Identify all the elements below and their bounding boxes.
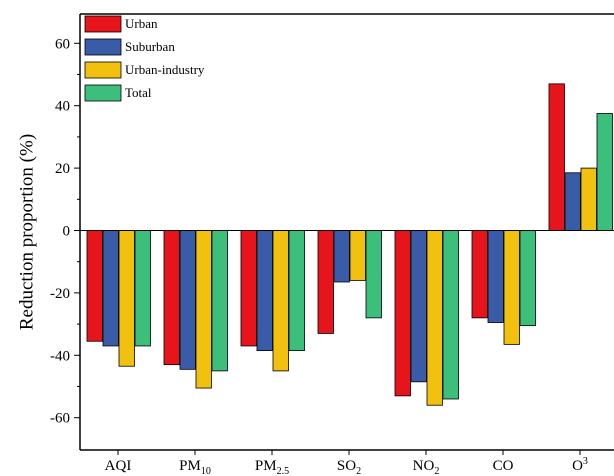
bar-urban-industry-2 xyxy=(272,230,289,372)
category-superscript: 3 xyxy=(583,456,588,467)
bar-total-3 xyxy=(365,230,382,319)
bar-urban-4 xyxy=(394,230,411,397)
legend-label: Urban-industry xyxy=(125,62,205,77)
bar-suburban-0 xyxy=(102,230,119,347)
y-tick-labels: -60 -40 -20 0 20 40 60 xyxy=(50,36,70,426)
y-tick-label: -60 xyxy=(50,411,70,427)
x-category-label-3: SO2 xyxy=(337,458,361,476)
y-tick-label: 60 xyxy=(55,36,70,52)
bar-suburban-3 xyxy=(333,230,350,283)
x-category-label-5: CO xyxy=(493,458,514,474)
bar-urban-0 xyxy=(86,230,103,342)
x-category-labels: AQI PM10 PM2.5 SO2 NO2 CO O3 xyxy=(105,456,588,476)
x-category-label-1: PM10 xyxy=(179,458,211,476)
bar-urban-5 xyxy=(471,230,488,319)
bar-urban-industry-1 xyxy=(195,230,212,389)
bar-urban-industry-4 xyxy=(426,230,443,406)
y-tick-label: 20 xyxy=(55,161,70,177)
bar-total-2 xyxy=(288,230,305,352)
bar-suburban-2 xyxy=(256,230,273,352)
bar-total-5 xyxy=(519,230,536,327)
bar-urban-1 xyxy=(163,230,180,366)
legend-swatch-suburban xyxy=(84,38,122,56)
category-base-text: O xyxy=(572,458,583,474)
x-category-label-0: AQI xyxy=(105,458,132,474)
bar-total-6 xyxy=(596,113,613,231)
bar-suburban-1 xyxy=(179,230,196,370)
legend-label: Suburban xyxy=(125,39,175,54)
legend: Urban Suburban Urban-industry Total xyxy=(84,15,205,102)
legend-swatch-total xyxy=(84,84,122,102)
y-tick-label: -40 xyxy=(50,348,70,364)
bar-urban-industry-6 xyxy=(580,167,597,231)
bar-suburban-6 xyxy=(564,172,581,231)
category-base-text: PM xyxy=(179,458,201,474)
bar-urban-industry-3 xyxy=(349,230,366,281)
bar-total-4 xyxy=(442,230,459,400)
bar-total-0 xyxy=(134,230,151,347)
category-subscript: 2 xyxy=(434,466,439,476)
y-tick-label: 0 xyxy=(63,224,71,240)
legend-swatch-urban xyxy=(84,15,122,33)
axes-group xyxy=(74,13,614,455)
bar-total-1 xyxy=(211,230,228,372)
bar-urban-6 xyxy=(548,83,565,231)
x-category-label-6: O3 xyxy=(572,456,588,474)
category-base-text: NO xyxy=(413,458,435,474)
x-category-label-4: NO2 xyxy=(413,458,440,476)
bar-suburban-5 xyxy=(487,230,504,323)
bar-urban-industry-5 xyxy=(503,230,520,345)
y-tick-label: 40 xyxy=(55,99,70,115)
category-base-text: SO xyxy=(337,458,356,474)
category-base-text: AQI xyxy=(105,458,132,474)
category-subscript: 2 xyxy=(356,466,361,476)
bar-suburban-4 xyxy=(410,230,427,383)
category-subscript: 2.5 xyxy=(277,466,290,476)
bar-urban-2 xyxy=(240,230,257,347)
bars-group xyxy=(86,83,613,406)
y-tick-label: -20 xyxy=(50,286,70,302)
category-subscript: 10 xyxy=(201,466,211,476)
category-base-text: CO xyxy=(493,458,514,474)
legend-swatch-urban-industry xyxy=(84,61,122,79)
y-axis-label: Reduction proportion (%) xyxy=(16,134,37,330)
bar-urban-3 xyxy=(317,230,334,334)
bar-urban-industry-0 xyxy=(118,230,135,367)
category-base-text: PM xyxy=(255,458,277,474)
legend-label: Urban xyxy=(125,16,158,31)
legend-label: Total xyxy=(125,85,152,100)
x-category-label-2: PM2.5 xyxy=(255,458,289,476)
